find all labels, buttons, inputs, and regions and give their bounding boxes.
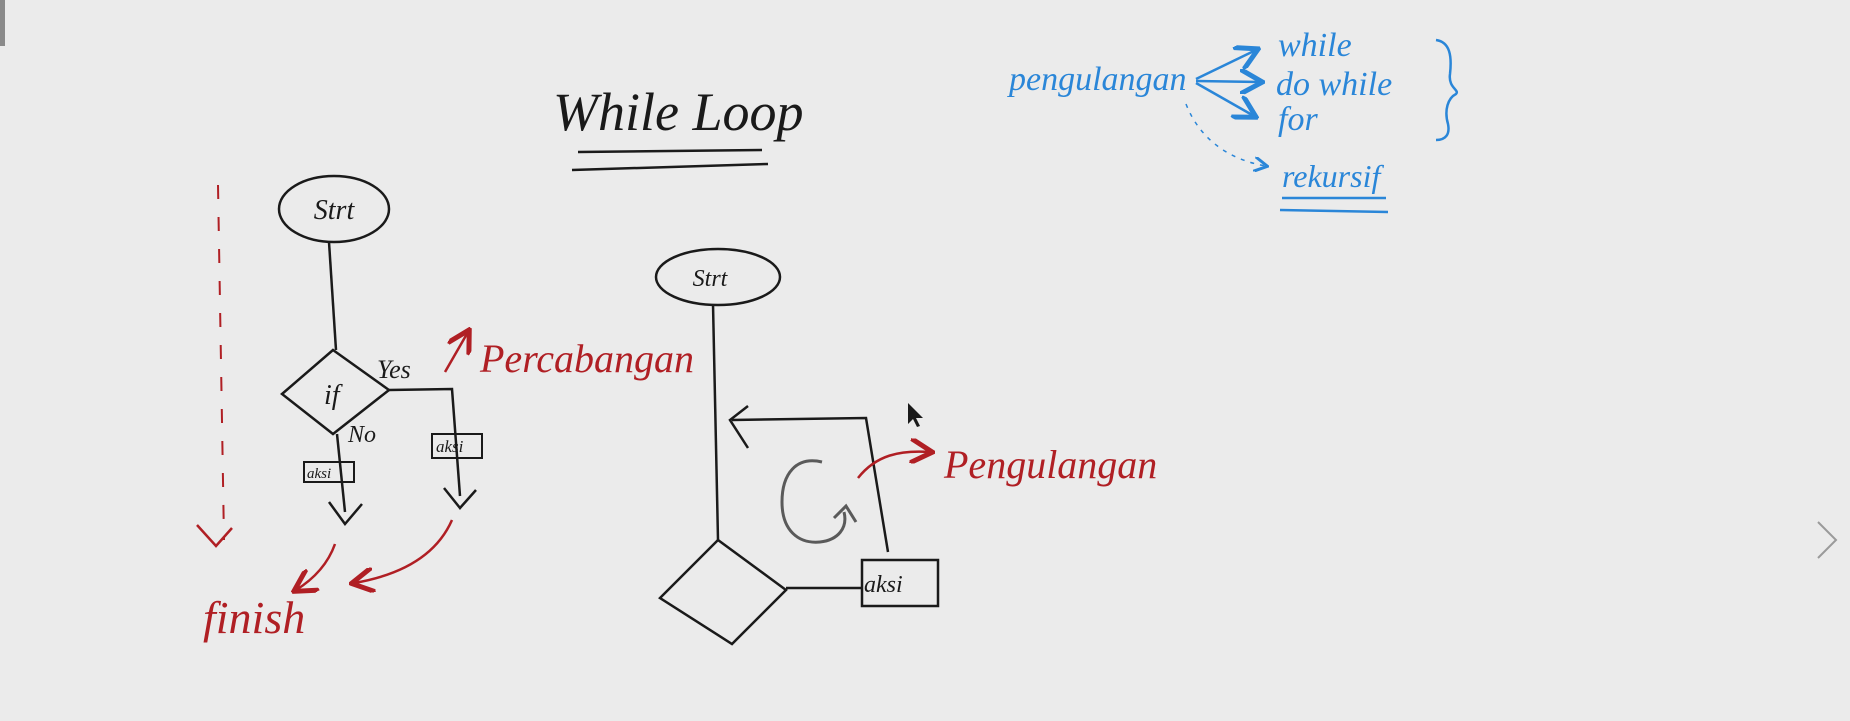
yes-to-finish-arrow <box>354 519 454 583</box>
mindmap-item-while: while <box>1278 27 1352 64</box>
mindmap-arrow-rekursif <box>1185 103 1266 166</box>
dashed-flow-arrow <box>217 184 225 541</box>
pengulangan-label: Pengulangan <box>943 442 1157 487</box>
yes-action-label: aksi <box>436 437 464 456</box>
rekursif-underline-second <box>1279 208 1389 214</box>
no-branch-line <box>335 433 347 513</box>
chevron-right-icon <box>1817 521 1838 559</box>
loop-back-line <box>731 416 890 553</box>
scrollbar-thumb[interactable] <box>0 0 5 46</box>
right-start-node: Strt <box>654 247 782 307</box>
no-label: No <box>347 422 376 448</box>
no-branch-arrow <box>327 501 363 527</box>
mindmap-arrow-while <box>1195 50 1256 81</box>
yes-branch-line <box>388 387 462 497</box>
loop-back-arrow <box>728 405 750 449</box>
mouse-pointer-icon <box>908 403 923 427</box>
board-title: While Loop <box>553 82 804 142</box>
left-decision-node: if <box>280 348 392 436</box>
next-slide-button[interactable] <box>1812 518 1842 562</box>
finish-label: finish <box>203 592 305 643</box>
left-start-label: Strt <box>314 195 356 226</box>
title-underline-second <box>571 162 769 172</box>
right-decision-node <box>658 538 788 646</box>
no-action-box <box>303 461 355 483</box>
yes-label: Yes <box>377 355 411 384</box>
left-start-node: Strt <box>277 174 391 244</box>
right-action-box <box>860 558 940 608</box>
dashed-arrow-head <box>196 524 233 548</box>
title-underline <box>577 148 763 154</box>
left-decision-label: if <box>324 380 343 411</box>
right-action-label: aksi <box>864 572 903 598</box>
mindmap-arrow-dowhile <box>1195 81 1260 82</box>
percabangan-label: Percabangan <box>479 336 694 381</box>
mindmap-arrow-for <box>1195 81 1254 116</box>
mindmap-root: pengulangan <box>1007 61 1187 98</box>
yes-branch-arrow <box>443 487 477 510</box>
no-action-label: aksi <box>307 466 331 482</box>
right-main-connector <box>711 303 720 541</box>
right-start-label: Strt <box>693 266 729 292</box>
mindmap-brace <box>1435 38 1459 142</box>
pengulangan-arrow <box>857 452 930 479</box>
no-to-finish-arrow <box>296 543 337 590</box>
left-connector-start-if <box>327 241 338 351</box>
loop-arrow-icon <box>780 459 858 544</box>
mindmap-item-for: for <box>1278 101 1318 138</box>
mindmap-item-dowhile: do while <box>1276 66 1392 103</box>
mindmap-extra: rekursif <box>1282 158 1384 194</box>
percabangan-arrow <box>443 332 468 373</box>
yes-action-box <box>431 433 483 459</box>
